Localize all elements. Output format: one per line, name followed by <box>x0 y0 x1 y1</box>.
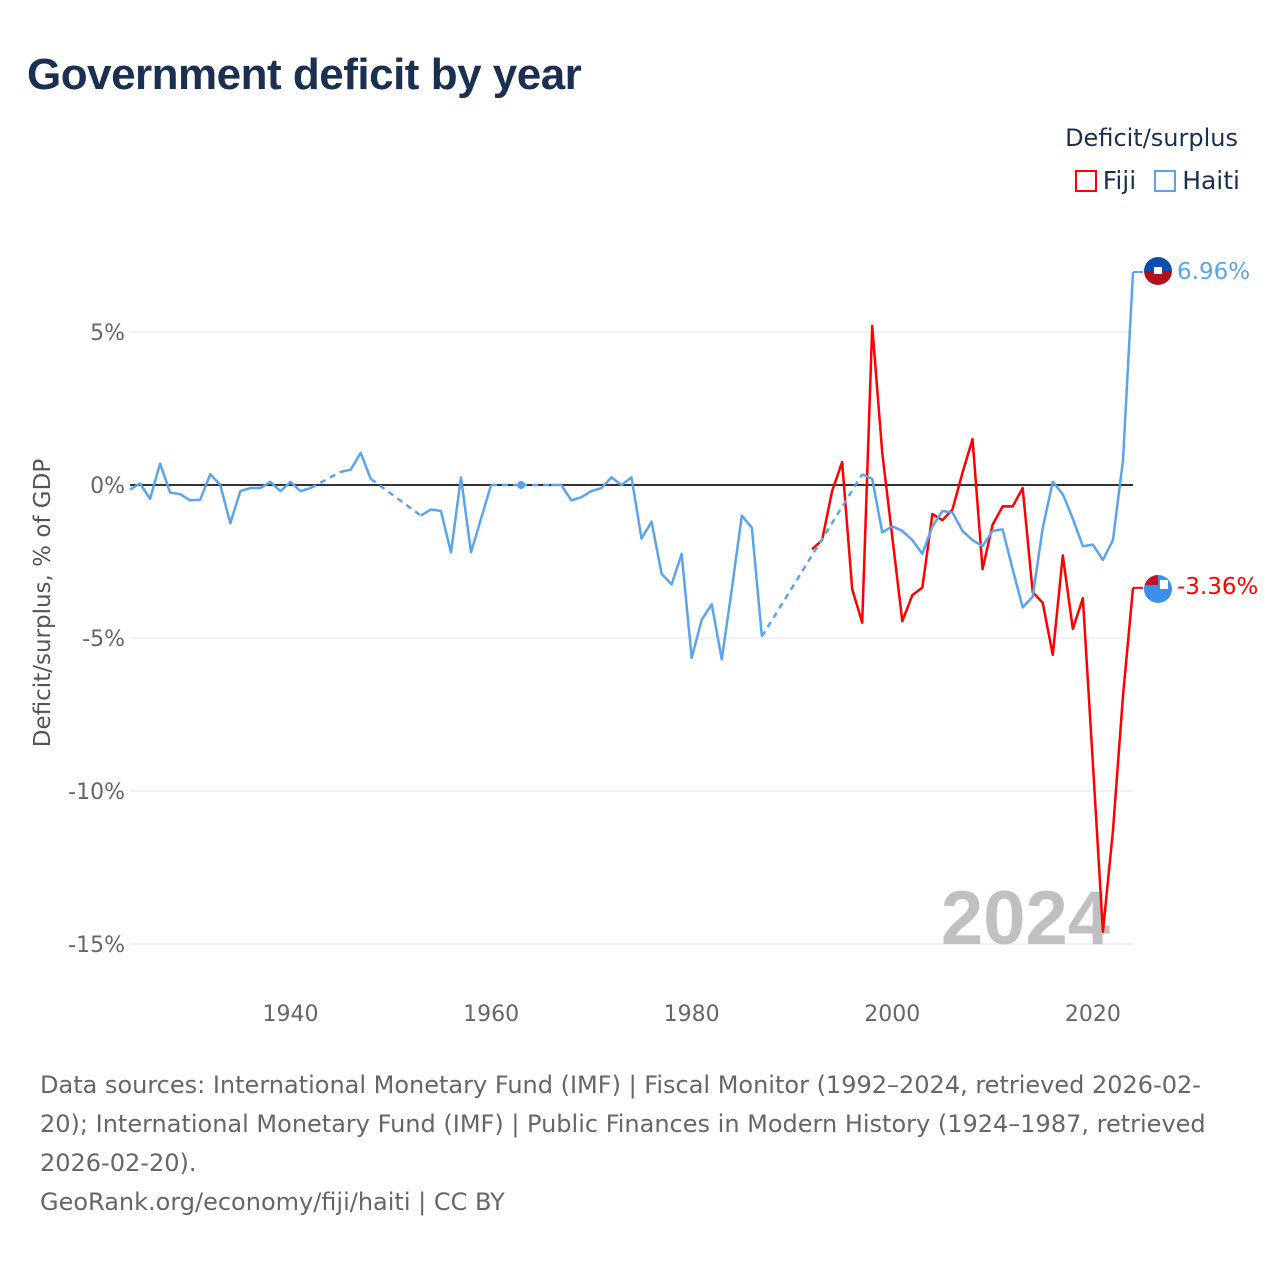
watermark-year: 2024 <box>941 876 1110 961</box>
legend-item-haiti[interactable]: Haiti <box>1154 166 1240 195</box>
series-gap-line <box>760 473 864 638</box>
data-sources: Data sources: International Monetary Fun… <box>40 1071 1206 1177</box>
series-line <box>551 476 764 661</box>
fiji-end-label: -3.36% <box>1177 574 1258 600</box>
legend-title: Deficit/surplus <box>1065 124 1238 152</box>
y-tick-label: -5% <box>82 627 125 652</box>
y-tick-label: 0% <box>90 474 125 499</box>
haiti-flag-icon <box>1144 257 1172 285</box>
series-line <box>861 271 1135 609</box>
series-line <box>811 324 1135 934</box>
y-axis-label: Deficit/surplus, % of GDP <box>30 459 56 748</box>
fiji-swatch-icon <box>1074 169 1097 192</box>
footer: Data sources: International Monetary Fun… <box>40 1066 1240 1222</box>
x-tick-label: 2000 <box>864 1002 920 1027</box>
series-line <box>129 462 311 525</box>
haiti-end-marker: 6.96% <box>1144 257 1250 285</box>
fiji-end-marker: -3.36% <box>1144 574 1258 603</box>
x-tick-label: 1940 <box>262 1002 318 1027</box>
x-tick-label: 1980 <box>664 1002 720 1027</box>
series-line <box>420 476 493 554</box>
legend: Fiji Haiti <box>1074 166 1240 195</box>
chart-title: Government deficit by year <box>27 50 582 99</box>
series-line <box>340 451 372 480</box>
series-haiti <box>129 271 1143 661</box>
legend-label-haiti: Haiti <box>1182 166 1240 195</box>
haiti-end-label: 6.96% <box>1177 259 1250 285</box>
credit-link[interactable]: GeoRank.org/economy/fiji/haiti | CC BY <box>40 1188 505 1216</box>
line-chart: 5% 0% -5% -10% -15% 1940 1960 1980 2000 2020 2024… <box>30 257 1258 1027</box>
haiti-swatch-icon <box>1154 169 1177 192</box>
x-tick-label: 1960 <box>463 1002 519 1027</box>
y-tick-label: -15% <box>68 933 125 958</box>
fiji-flag-icon <box>1144 575 1172 603</box>
y-tick-label: -10% <box>68 780 125 805</box>
series-fiji <box>811 324 1143 934</box>
legend-label-fiji: Fiji <box>1102 166 1137 195</box>
x-tick-label: 2020 <box>1065 1002 1121 1027</box>
series-gap-line <box>309 470 342 490</box>
y-tick-label: 5% <box>90 321 125 346</box>
legend-item-fiji[interactable]: Fiji <box>1074 166 1137 195</box>
